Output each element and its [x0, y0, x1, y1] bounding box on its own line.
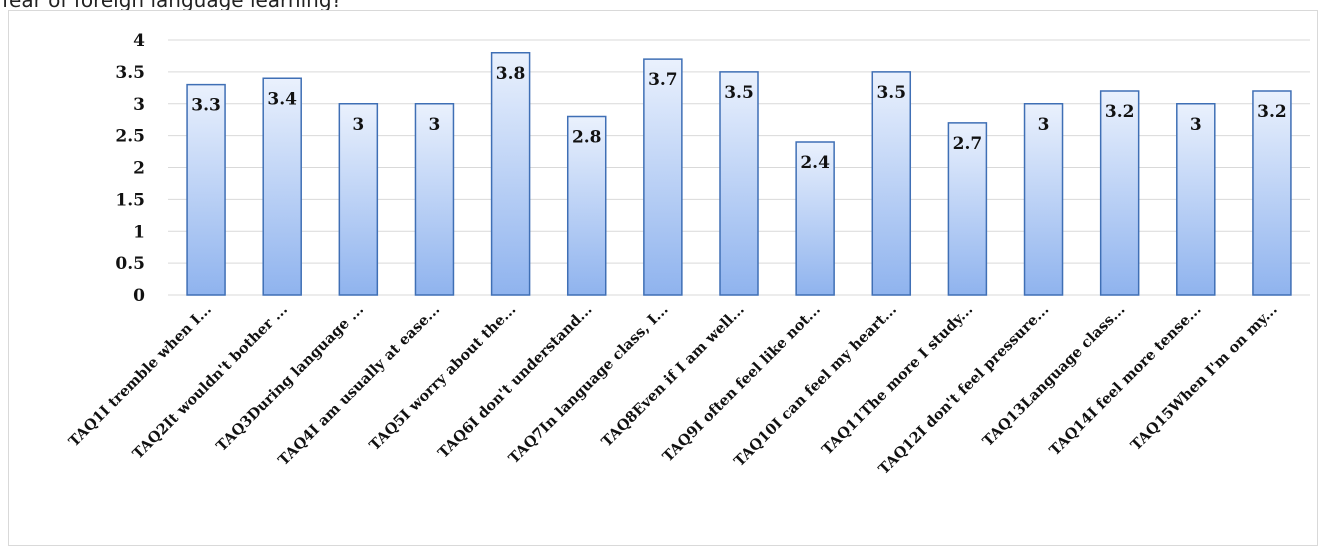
data-label: 3	[1038, 115, 1050, 135]
bar	[1023, 103, 1064, 296]
y-tick-label: 0.5	[115, 254, 145, 274]
bar	[871, 71, 912, 296]
data-label: 3.7	[648, 70, 678, 90]
x-category-label: TAQ4I am usually at ease...	[275, 301, 443, 469]
x-category-label: TAQ3During language ...	[213, 301, 367, 455]
y-tick-label: 3	[133, 95, 145, 115]
x-category-label: TAQ8Even if I am well...	[598, 301, 748, 451]
y-tick-label: 2.5	[115, 127, 145, 147]
bar	[490, 52, 531, 296]
data-labels: 3.3 3.4 3 3 3.8 2.8 3.7 3.5 2.4 3.5 2.7 3 3.2 3 3.2	[191, 64, 1286, 173]
x-axis-categories: TAQ1I tremble when I...TAQ2It wouldn't b…	[65, 301, 1280, 478]
data-label: 3.5	[876, 83, 906, 103]
y-axis-ticks: 0 0.5 1 1.5 2 2.5 3 3.5 4	[115, 31, 145, 306]
data-label: 3.2	[1257, 102, 1287, 122]
bar	[414, 103, 455, 296]
x-category-label: TAQ9I often feel like not...	[659, 301, 824, 466]
x-category-label: TAQ5I worry about the...	[366, 301, 519, 454]
bar	[719, 71, 759, 296]
bar	[1099, 90, 1140, 296]
bar	[262, 77, 302, 296]
y-tick-label: 0	[133, 286, 145, 306]
data-label: 2.8	[572, 128, 602, 148]
x-category-label: TAQ2It wouldn't bother ...	[129, 301, 291, 463]
bars	[186, 52, 1292, 296]
x-category-label: TAQ6I don't understand...	[435, 301, 596, 462]
x-category-label: TAQ13Language class...	[979, 301, 1128, 450]
data-label: 3	[1190, 115, 1202, 135]
data-label: 3.8	[496, 64, 526, 84]
bar	[947, 122, 988, 296]
bar	[643, 58, 683, 296]
y-tick-label: 1.5	[115, 190, 145, 210]
x-category-label: TAQ11The more I study...	[819, 301, 977, 459]
x-category-label: TAQ12I don't feel pressure...	[875, 301, 1052, 478]
bar	[566, 115, 607, 296]
data-label: 3	[429, 115, 441, 135]
data-label: 3.3	[191, 96, 221, 116]
data-label: 2.4	[800, 153, 830, 173]
data-label: 3.4	[267, 89, 297, 109]
data-label: 3.2	[1105, 102, 1135, 122]
x-category-label: TAQ7In language class, I...	[505, 301, 671, 467]
bar	[186, 83, 226, 296]
caption-text: fear of foreign language learning?	[2, 0, 343, 12]
data-label: 2.7	[953, 134, 983, 154]
data-label: 3	[352, 115, 364, 135]
x-category-label: TAQ1I tremble when I...	[65, 301, 214, 450]
y-tick-label: 1	[133, 222, 145, 242]
x-category-label: TAQ15When I'm on my...	[1127, 301, 1280, 454]
x-category-label: TAQ14I feel more tense...	[1046, 301, 1204, 459]
y-tick-label: 3.5	[115, 63, 145, 83]
bar	[1176, 103, 1216, 296]
y-tick-label: 2	[133, 159, 145, 179]
data-label: 3.5	[724, 83, 754, 103]
y-tick-label: 4	[133, 31, 145, 51]
x-category-label: TAQ10I can feel my heart...	[731, 301, 900, 470]
bar	[795, 141, 835, 296]
bar	[338, 103, 379, 296]
bar	[1252, 90, 1292, 296]
